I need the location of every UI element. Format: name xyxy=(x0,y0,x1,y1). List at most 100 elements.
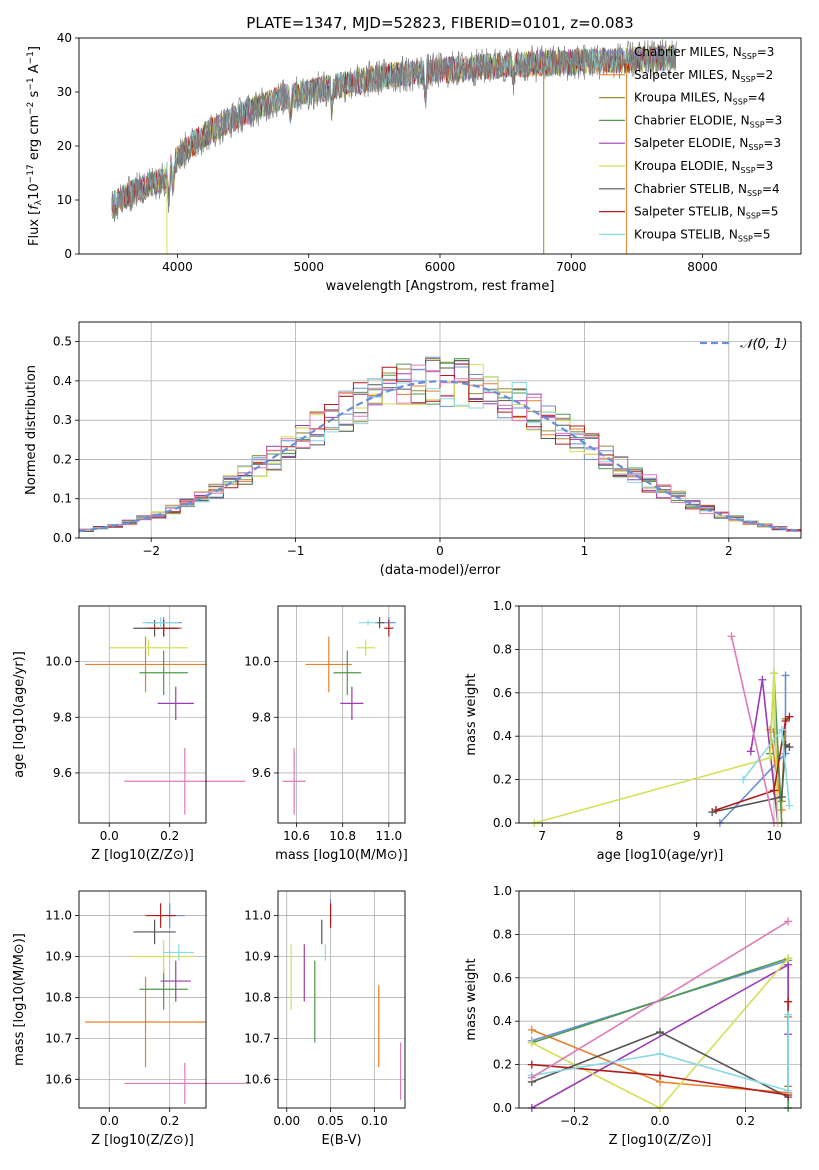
y-tick-label: 0.3 xyxy=(53,413,72,427)
y-tick-label: 10.6 xyxy=(45,1072,72,1086)
y-tick-label: 10.0 xyxy=(45,655,72,669)
y-axis-label: Normed distribution xyxy=(24,365,39,495)
residuals-panel: −2 −1 0 1 2 0.0 0.1 0.2 0.3 0.4 0.5 (data-model)/er… xyxy=(24,321,802,578)
x-tick-label: −1 xyxy=(287,544,305,558)
y-tick-label: 1.0 xyxy=(493,884,512,898)
y-axis-label: mass weight xyxy=(464,673,479,755)
weight-marker xyxy=(781,671,790,680)
figure-title: PLATE=1347, MJD=52823, FIBERID=0101, z=0… xyxy=(246,14,633,32)
x-axis-label: E(B-V) xyxy=(321,1133,361,1148)
y-tick-label: 10.8 xyxy=(45,990,72,1004)
x-tick-label: 9 xyxy=(693,829,701,843)
y-tick-label: 10 xyxy=(57,193,72,207)
weight-marker xyxy=(785,712,794,721)
weight-marker xyxy=(527,1060,536,1069)
axes-frame xyxy=(277,890,406,1109)
y-tick-label: 0 xyxy=(64,247,72,261)
weight-marker xyxy=(784,1010,793,1019)
x-tick-label: 2 xyxy=(725,544,733,558)
x-tick-label: 0.2 xyxy=(160,829,179,843)
y-tick-label: 0.6 xyxy=(493,971,512,985)
weight-marker xyxy=(727,632,736,641)
y-tick-label: 0.5 xyxy=(53,335,72,349)
y-tick-label: 10.0 xyxy=(244,655,271,669)
weight-marker xyxy=(784,917,793,926)
axes-frame xyxy=(518,605,802,824)
weight-marker xyxy=(769,786,778,795)
axes-frame xyxy=(277,605,406,824)
weight-vs-age-panel: 7 8 9 10 0.0 0.2 0.4 0.6 0.8 1.0 age [log10(age/yr… xyxy=(464,599,802,863)
x-tick-label: 7 xyxy=(538,829,546,843)
weight-line xyxy=(531,920,789,1079)
weight-marker xyxy=(527,1038,536,1047)
x-tick-label: 8 xyxy=(616,829,624,843)
y-axis-label: mass weight xyxy=(464,958,479,1040)
x-tick-label: 4000 xyxy=(162,260,193,274)
weight-marker xyxy=(656,1028,664,1037)
y-axis-label: age [log10(age/yr)] xyxy=(12,651,27,778)
y-tick-label: 1.0 xyxy=(493,599,512,613)
y-tick-label: 0.4 xyxy=(53,374,72,388)
weight-marker xyxy=(785,801,794,810)
weight-line xyxy=(730,636,775,824)
y-tick-label: 0.0 xyxy=(53,531,72,545)
age-vs-mass-panel: 10.6 10.8 11.0 9.6 9.8 10.0 mass [log10(M/M⊙)] xyxy=(244,605,408,863)
legend-entry: Salpeter MILES, NSSP=2 xyxy=(634,68,773,84)
y-tick-label: 0.2 xyxy=(493,773,512,787)
y-tick-label: 9.6 xyxy=(252,766,271,780)
residual-histogram xyxy=(79,366,801,531)
weight-marker xyxy=(656,1071,664,1080)
y-axis-label: Flux [fλ10−17 erg cm−2 s−1 A−1] xyxy=(26,46,44,246)
y-tick-label: 20 xyxy=(57,139,72,153)
x-axis-label: Z [log10(Z/Z⊙)] xyxy=(609,1133,712,1148)
y-tick-label: 40 xyxy=(57,31,72,45)
axes-frame xyxy=(78,605,207,824)
legend-entry: Chabrier STELIB, NSSP=4 xyxy=(634,182,780,198)
weight-marker xyxy=(712,805,721,814)
weight-marker xyxy=(781,717,790,726)
y-tick-label: 9.8 xyxy=(252,710,271,724)
weight-marker xyxy=(656,1049,664,1058)
y-tick-label: 0.0 xyxy=(493,1101,512,1115)
weight-marker xyxy=(527,1073,536,1082)
axes-frame xyxy=(518,890,802,1109)
x-tick-label: 0.0 xyxy=(100,1114,119,1128)
x-tick-label: 10 xyxy=(766,829,781,843)
y-tick-label: 10.9 xyxy=(45,950,72,964)
observed-spectrum xyxy=(111,39,677,222)
legend: Chabrier MILES, NSSP=3 Salpeter MILES, NS… xyxy=(599,45,782,243)
y-tick-label: 0.0 xyxy=(493,816,512,830)
x-tick-label: 0.10 xyxy=(361,1114,388,1128)
x-axis-label: Z [log10(Z/Z⊙)] xyxy=(91,1133,194,1148)
x-axis-label: mass [log10(M/M⊙)] xyxy=(275,848,408,863)
x-axis-label: Z [log10(Z/Z⊙)] xyxy=(91,848,194,863)
mass-vs-metallicity-panel: 0.0 0.2 10.6 10.7 10.8 10.9 11.0 Z [log10(Z/Z⊙)… xyxy=(12,890,246,1148)
legend-entry: Salpeter ELODIE, NSSP=3 xyxy=(634,136,781,152)
weight-marker xyxy=(784,954,793,963)
weight-marker xyxy=(785,743,794,752)
y-tick-label: 30 xyxy=(57,85,72,99)
y-tick-label: 10.7 xyxy=(45,1031,72,1045)
y-tick-label: 0.1 xyxy=(53,492,72,506)
x-tick-label: 0.0 xyxy=(100,829,119,843)
weight-line xyxy=(715,716,790,811)
y-tick-label: 0.4 xyxy=(493,1014,512,1028)
residual-histogram xyxy=(79,364,801,532)
legend-entry: Kroupa MILES, NSSP=4 xyxy=(634,91,765,107)
legend-entry: Chabrier ELODIE, NSSP=3 xyxy=(634,113,782,129)
y-axis-label: mass [log10(M/M⊙)] xyxy=(12,933,27,1066)
weight-marker xyxy=(777,725,786,734)
weight-marker xyxy=(527,1025,536,1034)
y-tick-label: 11.0 xyxy=(244,909,271,923)
x-tick-label: 7000 xyxy=(556,260,587,274)
x-axis-label: (data-model)/error xyxy=(380,563,501,578)
weight-marker xyxy=(784,997,793,1006)
weight-line xyxy=(531,1014,789,1092)
legend-entry: Kroupa ELODIE, NSSP=3 xyxy=(634,159,773,175)
x-tick-label: −0.2 xyxy=(560,1114,589,1128)
x-tick-label: 6000 xyxy=(425,260,456,274)
y-tick-label: 0.6 xyxy=(493,686,512,700)
x-tick-label: 5000 xyxy=(293,260,324,274)
x-axis-label: wavelength [Angstrom, rest frame] xyxy=(326,279,555,294)
weight-marker xyxy=(777,792,786,801)
